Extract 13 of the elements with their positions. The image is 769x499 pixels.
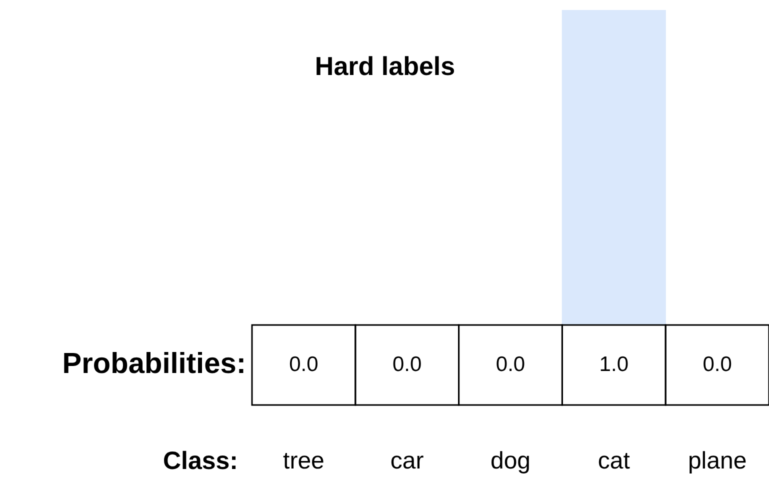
x-tick-label: dog: [490, 448, 531, 475]
y-axis-title: Probabilities:: [62, 348, 246, 380]
x-tick-label: cat: [598, 448, 630, 475]
data-label: 1.0: [599, 352, 628, 376]
data-label: 0.0: [392, 352, 422, 376]
text: Hard labels: [314, 51, 456, 82]
x-tick-label: car: [390, 448, 424, 475]
x-tick-label: plane: [688, 448, 747, 475]
data-label: 0.0: [496, 352, 526, 376]
data-label: 0.0: [289, 352, 318, 376]
x-axis-title: Class:: [162, 446, 238, 475]
x-tick-label: tree: [283, 448, 324, 475]
data-label: 0.0: [702, 352, 732, 376]
